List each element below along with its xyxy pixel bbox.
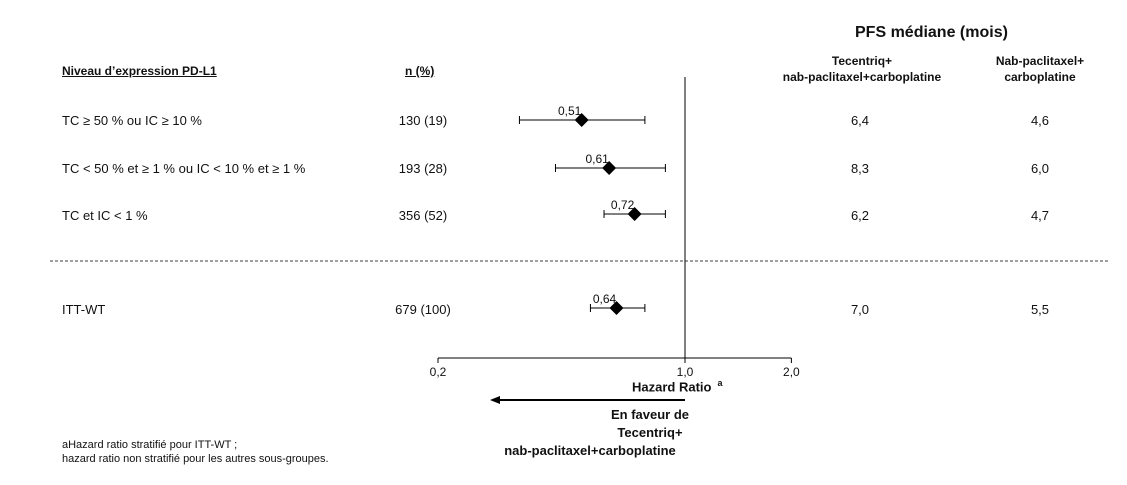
hr-point: [602, 161, 617, 175]
hr-data-label: 0,51: [558, 104, 582, 118]
subgroup-label: TC et IC < 1 %: [62, 208, 148, 223]
hr-point: [574, 113, 589, 127]
favour-arrow-head: [490, 396, 500, 404]
hr-data-label: 0,61: [585, 152, 609, 166]
subgroup-label: TC ≥ 50 % ou IC ≥ 10 %: [62, 113, 202, 128]
pfs-arm2-value: 4,7: [1030, 208, 1050, 223]
favour-line2: Tecentriq+: [617, 425, 683, 440]
axis-title-superscript: a: [717, 378, 723, 388]
favour-line3: nab-paclitaxel+carboplatine: [504, 443, 676, 458]
pfs-arm2-value: 4,6: [1030, 113, 1050, 128]
n-value: 679 (100): [395, 302, 451, 317]
column-header-arm2-line2: carboplatine: [1004, 70, 1076, 84]
pfs-arm2-value: 6,0: [1030, 161, 1050, 176]
pfs-arm1-value: 6,2: [850, 208, 870, 223]
pfs-title: PFS médiane (mois): [855, 24, 1008, 41]
column-header-subgroup: Niveau d’expression PD-L1: [62, 64, 217, 78]
subgroup-label: TC < 50 % et ≥ 1 % ou IC < 10 % et ≥ 1 %: [62, 161, 306, 176]
hr-data-label: 0,72: [611, 198, 635, 212]
footnote-line2: hazard ratio non stratifié pour les autr…: [62, 453, 329, 465]
n-value: 193 (28): [398, 161, 448, 176]
hr-point: [609, 301, 624, 315]
pfs-arm2-value: 5,5: [1030, 302, 1050, 317]
subgroup-label: ITT-WT: [62, 302, 106, 317]
axis-title: Hazard Ratio a: [632, 378, 722, 394]
n-value: 130 (19): [398, 113, 448, 128]
column-header-arm1-line2: nab-paclitaxel+carboplatine: [782, 70, 942, 84]
pfs-arm1-value: 7,0: [850, 302, 870, 317]
pfs-arm1-value: 6,4: [850, 113, 870, 128]
n-value: 356 (52): [398, 208, 448, 223]
x-tick-label: 2,0: [783, 365, 800, 379]
axis-title-text: Hazard Ratio: [632, 379, 712, 395]
column-header-arm2-line1: Nab-paclitaxel+: [995, 54, 1085, 68]
pfs-arm1-value: 8,3: [850, 161, 870, 176]
column-header-arm1-line1: Tecentriq+: [831, 54, 893, 68]
column-header-n: n (%): [405, 64, 435, 78]
favour-line1: En faveur de: [610, 407, 690, 422]
x-tick-label: 1,0: [677, 365, 694, 379]
hr-point: [627, 207, 642, 221]
hr-data-label: 0,64: [593, 292, 617, 306]
x-tick-label: 0,2: [430, 365, 447, 379]
footnote-line1: aHazard ratio stratifié pour ITT-WT ;: [62, 439, 238, 451]
